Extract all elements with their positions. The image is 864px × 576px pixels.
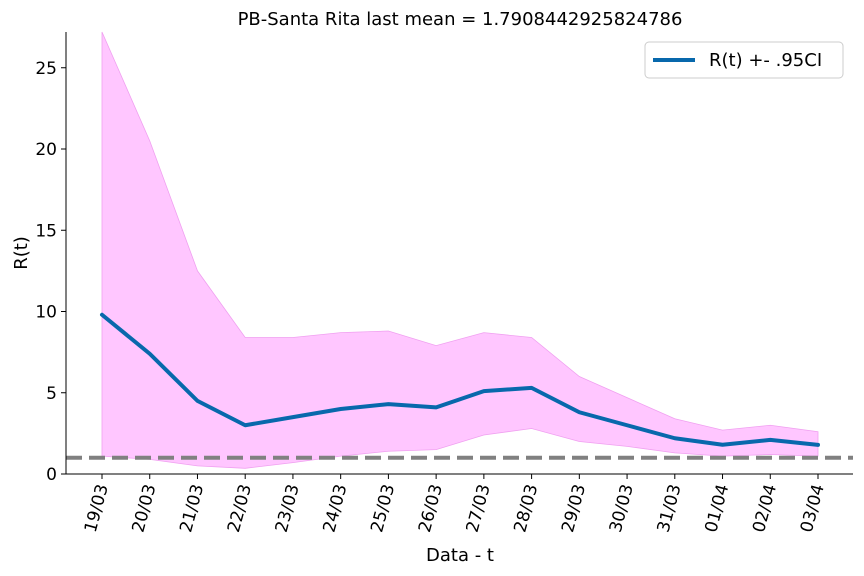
x-ticks: 19/03 20/03 21/03 22/03 23/03 24/03 25/03 26/03… [81,474,829,535]
legend: R(t) +- .95CI [644,41,844,79]
x-tick-label: 01/04 [701,482,733,535]
x-tick-label: 25/03 [367,482,399,535]
y-ticks: 0 5 10 15 20 25 [35,59,66,485]
x-tick-label: 03/04 [797,482,829,535]
y-tick-label: 20 [35,140,57,160]
x-tick-label: 24/03 [319,482,351,535]
y-tick-label: 15 [35,221,57,241]
series-line [100,312,820,447]
x-tick-label: 21/03 [176,482,208,535]
x-tick-label: 29/03 [558,482,590,535]
x-tick-label: 30/03 [606,482,638,535]
ci-band [101,31,819,469]
x-axis-label: Data - t [426,545,494,566]
y-tick-label: 0 [46,465,57,485]
x-tick-label: 22/03 [224,482,256,535]
series-line-layer [100,312,820,447]
chart-title: PB-Santa Rita last mean = 1.790844292582… [238,9,683,30]
x-tick-label: 23/03 [272,482,304,535]
x-tick-label: 02/04 [749,482,781,535]
y-tick-label: 25 [35,59,57,79]
x-tick-label: 27/03 [463,482,495,535]
legend-frame [644,41,844,79]
legend-label: R(t) +- .95CI [709,50,822,71]
x-tick-label: 19/03 [81,482,113,535]
x-tick-label: 31/03 [654,482,686,535]
y-axis-label: R(t) [11,236,32,270]
x-tick-label: 20/03 [129,482,161,535]
x-tick-label: 26/03 [415,482,447,535]
y-tick-label: 5 [46,384,57,404]
ci-band-layer [101,31,819,469]
x-tick-label: 28/03 [510,482,542,535]
y-tick-label: 10 [35,303,57,323]
